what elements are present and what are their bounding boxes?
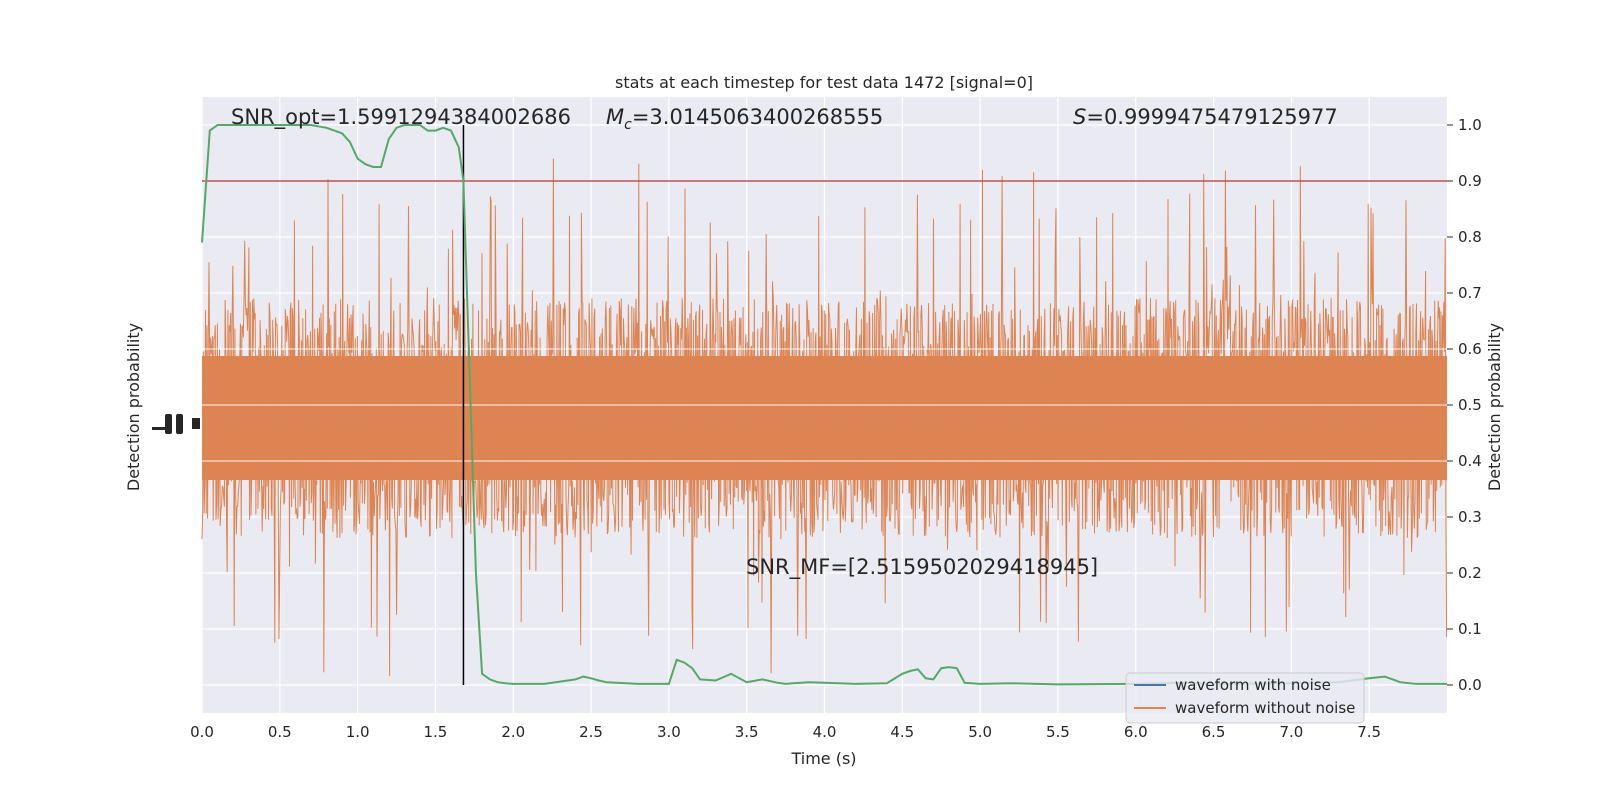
x-tick-label: 0.5 — [268, 723, 292, 741]
s-symbol: S — [1073, 105, 1086, 129]
probability-layer — [201, 124, 1447, 686]
x-tick-label: 1.0 — [346, 723, 370, 741]
legend-box — [1125, 672, 1365, 724]
detection-probability-line — [201, 124, 1447, 686]
y-tick-label: 0.5 — [1458, 396, 1482, 414]
strain-waveform-without-noise — [201, 158, 1448, 677]
x-tick-label: 2.0 — [501, 723, 525, 741]
y-axis-label-right: Detection probability — [1485, 323, 1504, 491]
y-tick-label: 0.9 — [1458, 172, 1482, 190]
x-tick-label: 5.5 — [1046, 723, 1070, 741]
x-tick-label: 1.5 — [424, 723, 448, 741]
left-axis-ticks — [152, 414, 200, 434]
x-axis-label: Time (s) — [790, 749, 856, 768]
chart-title: stats at each timestep for test data 147… — [615, 73, 1033, 92]
strain-trace — [201, 158, 1448, 677]
y-tick-label: 0.4 — [1458, 452, 1482, 470]
y-tick-label: 0.3 — [1458, 508, 1482, 526]
y-tick-label: 0.1 — [1458, 620, 1482, 638]
chirp-mass-symbol: M — [606, 105, 624, 129]
y-tick-label: 0.0 — [1458, 676, 1482, 694]
x-tick-label: 3.5 — [735, 723, 759, 741]
axes-layer: 0.0 0.5 1.0 1.5 2.0 2.5 3.0 3.5 4.0 4.5 5.0 5.5 6.0 6… — [190, 116, 1482, 741]
chirp-mass-annotation: Mc=3.0145063400268555 — [606, 105, 883, 133]
legend-label-without-noise: waveform without noise — [1175, 699, 1355, 717]
chirp-mass-value: =3.0145063400268555 — [632, 105, 883, 129]
y-tick-label: 1.0 — [1458, 116, 1482, 134]
snr-mf-annotation: SNR_MF=[2.5159502029418945] — [746, 555, 1098, 580]
y-tick-label: 0.8 — [1458, 228, 1482, 246]
x-tick-label: 5.0 — [968, 723, 992, 741]
x-tick-label: 6.5 — [1202, 723, 1226, 741]
s-value: =0.9999475479125977 — [1086, 105, 1337, 129]
x-tick-label: 3.0 — [657, 723, 681, 741]
x-tick-label: 0.0 — [190, 723, 214, 741]
y-axis-label-left: Detection probability — [124, 323, 143, 491]
x-tick-label: 4.0 — [813, 723, 837, 741]
x-tick-label: 2.5 — [579, 723, 603, 741]
x-tick-label: 6.0 — [1124, 723, 1148, 741]
x-tick-label: 4.5 — [890, 723, 914, 741]
x-tick-label: 7.5 — [1357, 723, 1381, 741]
y-tick-label: 0.2 — [1458, 564, 1482, 582]
s-value-annotation: S=0.9999475479125977 — [1073, 105, 1338, 129]
legend-label-with-noise: waveform with noise — [1175, 676, 1331, 694]
snr-opt-annotation: SNR_opt=1.5991294384002686 — [231, 105, 571, 130]
legend: waveform with noise waveform without noi… — [1125, 672, 1365, 724]
y-tick-label: 0.6 — [1458, 340, 1482, 358]
y-tick-label: 0.7 — [1458, 284, 1482, 302]
chirp-mass-subscript: c — [624, 117, 632, 133]
x-tick-label: 7.0 — [1279, 723, 1303, 741]
